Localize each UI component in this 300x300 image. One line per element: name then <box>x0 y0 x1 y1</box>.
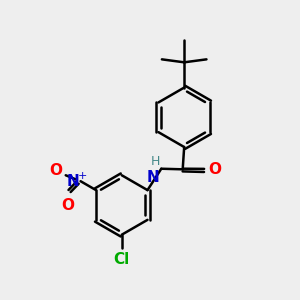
Text: N: N <box>147 169 160 184</box>
Text: O: O <box>49 163 62 178</box>
Text: H: H <box>150 155 160 168</box>
Text: -: - <box>56 159 60 173</box>
Text: O: O <box>61 198 75 213</box>
Text: +: + <box>77 171 87 181</box>
Text: Cl: Cl <box>114 252 130 267</box>
Text: N: N <box>66 174 79 189</box>
Text: O: O <box>208 162 221 177</box>
